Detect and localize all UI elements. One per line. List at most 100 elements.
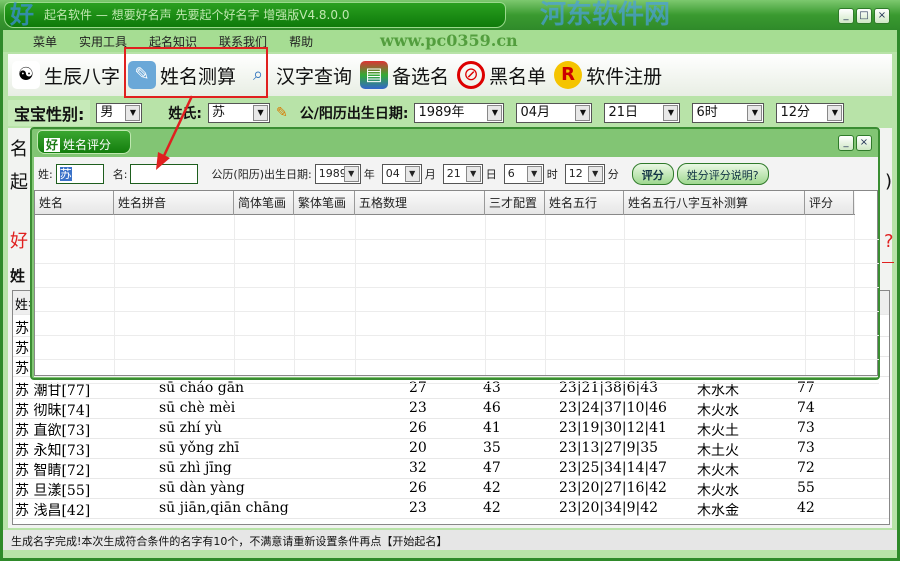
toolbar-candidates-button[interactable]: ▤ 备选名 <box>360 61 449 89</box>
table-cell: 苏 潮甘[77] <box>15 383 91 399</box>
menu-item[interactable]: 菜单 <box>33 34 58 49</box>
day-select[interactable]: 21 ▼ <box>442 164 483 184</box>
toolbar-label: 姓名测算 <box>160 65 237 88</box>
toolbar-bazi-button[interactable]: ☯ 生辰八字 <box>12 61 120 89</box>
column-header[interactable]: 姓名 <box>35 191 114 215</box>
table-cell: 23|19|30|12|41 <box>559 420 667 436</box>
chevron-down-icon: ▼ <box>827 105 843 121</box>
dialog-minimize-button[interactable]: _ <box>838 135 854 151</box>
table-row[interactable]: 苏 永知[73] sū yǒng zhī 20 35 23|13|27|9|35 木土火 7… <box>13 439 889 459</box>
unit-label: 日 <box>485 168 497 181</box>
table-row[interactable]: 苏 直欲[73] sū zhí yù 26 41 23|19|30|12|41 木火土 73 <box>13 419 889 439</box>
table-cell: 73 <box>797 420 815 436</box>
table-row[interactable]: 苏 旦漾[55] sū dàn yàng 26 42 23|20|27|16|42 木火水… <box>13 479 889 499</box>
toolbar-blacklist-button[interactable]: ⊘ 黑名单 <box>457 61 546 89</box>
bg-fragment: ) <box>885 171 893 192</box>
column-header[interactable]: 姓名拼音 <box>114 191 234 215</box>
gender-select[interactable]: 男 ▼ <box>96 103 143 123</box>
table-cell: sū chè mèi <box>159 400 236 416</box>
registered-icon: R <box>554 61 583 89</box>
table-cell: 木土火 <box>697 443 739 459</box>
day-select[interactable]: 21日 ▼ <box>604 103 681 123</box>
toolbar-register-button[interactable]: R 软件注册 <box>554 61 662 89</box>
hour-select[interactable]: 6 ▼ <box>503 164 544 184</box>
column-header[interactable]: 简体笔画 <box>234 191 294 215</box>
table-cell: 32 <box>409 460 427 476</box>
table-cell: 木水木 <box>697 383 739 399</box>
dialog-close-button[interactable]: × <box>856 135 872 151</box>
toolbar-hanzi-button[interactable]: ⌕ 汉字查询 <box>244 61 352 89</box>
table-row[interactable]: 苏 浅昌[42] sū jiān,qiān chāng 23 42 23|20|34|9… <box>13 499 889 519</box>
column-header[interactable]: 三才配置 <box>485 191 545 215</box>
highlight-box <box>124 47 268 98</box>
table-cell: 苏 永知[73] <box>15 443 91 459</box>
chevron-down-icon: ▼ <box>404 166 420 182</box>
menu-item[interactable]: 起名知识 <box>149 34 198 49</box>
minute-select[interactable]: 12 ▼ <box>564 164 605 184</box>
table-row[interactable]: 苏 彻昧[74] sū chè mèi 23 46 23|24|37|10|46 木火水 7… <box>13 399 889 419</box>
table-cell: 26 <box>409 480 427 496</box>
minute-select[interactable]: 12分 ▼ <box>776 103 845 123</box>
table-cell: 46 <box>483 400 501 416</box>
table-cell: 木火土 <box>697 423 739 439</box>
year-select[interactable]: 1989年 ▼ <box>414 103 505 123</box>
score-button[interactable]: 评分 <box>631 163 674 185</box>
table-cell: 27 <box>409 380 427 396</box>
given-name-input[interactable] <box>130 164 199 184</box>
table-cell: sū yǒng zhī <box>159 440 240 456</box>
menu-bar: 菜单 实用工具 起名知识 联系我们 帮助 <box>3 30 897 52</box>
column-header[interactable]: 评分 <box>805 191 854 215</box>
chevron-down-icon: ▼ <box>125 105 141 121</box>
toolbar-name-test-button[interactable]: ✎ 姓名测算 <box>128 61 236 89</box>
watermark-url: www.pc0359.cn <box>380 31 518 50</box>
toolbar-label: 汉字查询 <box>276 65 353 88</box>
date-label: 公/阳历出生日期: <box>299 106 409 122</box>
dialog-body: 姓: 苏 名: 公历(阳历)出生日期: 1989 ▼ 年 04 ▼ 月 21 ▼ 日 6 ▼ 时… <box>34 157 879 384</box>
magnifier-icon: ⌕ <box>252 64 264 85</box>
chevron-down-icon: ▼ <box>587 166 603 182</box>
app-logo-icon: 好 <box>44 138 61 152</box>
score-results-table[interactable]: 姓名 姓名拼音 简体笔画 繁体笔画 五格数理 三才配置 姓名五行 姓名五行八字互补测算 评分 <box>34 190 879 384</box>
maximize-button[interactable]: □ <box>856 8 872 24</box>
app-logo: 好 <box>10 1 34 29</box>
pencil-icon[interactable]: ✎ <box>276 105 288 121</box>
year-select[interactable]: 1989 ▼ <box>314 164 361 184</box>
chevron-down-icon: ▼ <box>343 166 359 182</box>
table-cell: 23|13|27|9|35 <box>559 440 659 456</box>
menu-item[interactable]: 实用工具 <box>79 34 128 49</box>
table-cell: 26 <box>409 420 427 436</box>
table-cell: 木火水 <box>697 483 739 499</box>
column-header[interactable]: 姓名五行 <box>545 191 624 215</box>
surname-select[interactable]: 苏 ▼ <box>208 103 271 123</box>
table-cell: 72 <box>797 460 815 476</box>
table-row[interactable]: 苏 智睛[72] sū zhì jīng 32 47 23|25|34|14|47 木火木… <box>13 459 889 479</box>
column-header[interactable]: 姓名五行八字互补测算 <box>624 191 805 215</box>
month-select[interactable]: 04月 ▼ <box>516 103 593 123</box>
column-header[interactable]: 繁体笔画 <box>294 191 355 215</box>
menu-item[interactable]: 帮助 <box>289 34 314 49</box>
table-cell: 木火水 <box>697 403 739 419</box>
menu-item[interactable]: 联系我们 <box>219 34 268 49</box>
bg-fragment: ? <box>884 231 894 252</box>
unit-label: 年 <box>363 168 375 181</box>
table-row[interactable]: 苏 潮甘[77] sū cháo gān 27 43 23|21|38|6|43 木水木 7… <box>13 379 889 399</box>
table-cell: 23 <box>409 400 427 416</box>
score-help-button[interactable]: 姓分评分说明? <box>676 163 769 185</box>
table-cell: 苏 旦漾[55] <box>15 483 91 499</box>
table-cell: 43 <box>483 380 501 396</box>
table-cell: 41 <box>483 420 501 436</box>
close-button[interactable]: × <box>874 8 890 24</box>
window-title: 起名软件 — 想要好名声 先要起个好名字 增强版V4.8.0.0 <box>44 8 350 22</box>
surname-input[interactable]: 苏 <box>55 164 104 184</box>
toolbar-label: 黑名单 <box>489 65 547 88</box>
bg-fragment: 名 <box>10 139 28 160</box>
chevron-down-icon: ▼ <box>253 105 269 121</box>
table-cell: 苏 智睛[72] <box>15 463 91 479</box>
hour-select[interactable]: 6时 ▼ <box>692 103 765 123</box>
prohibited-icon: ⊘ <box>457 61 486 89</box>
minimize-button[interactable]: _ <box>838 8 854 24</box>
table-cell: sū zhì jīng <box>159 460 232 476</box>
month-select[interactable]: 04 ▼ <box>381 164 422 184</box>
column-header[interactable]: 五格数理 <box>355 191 485 215</box>
